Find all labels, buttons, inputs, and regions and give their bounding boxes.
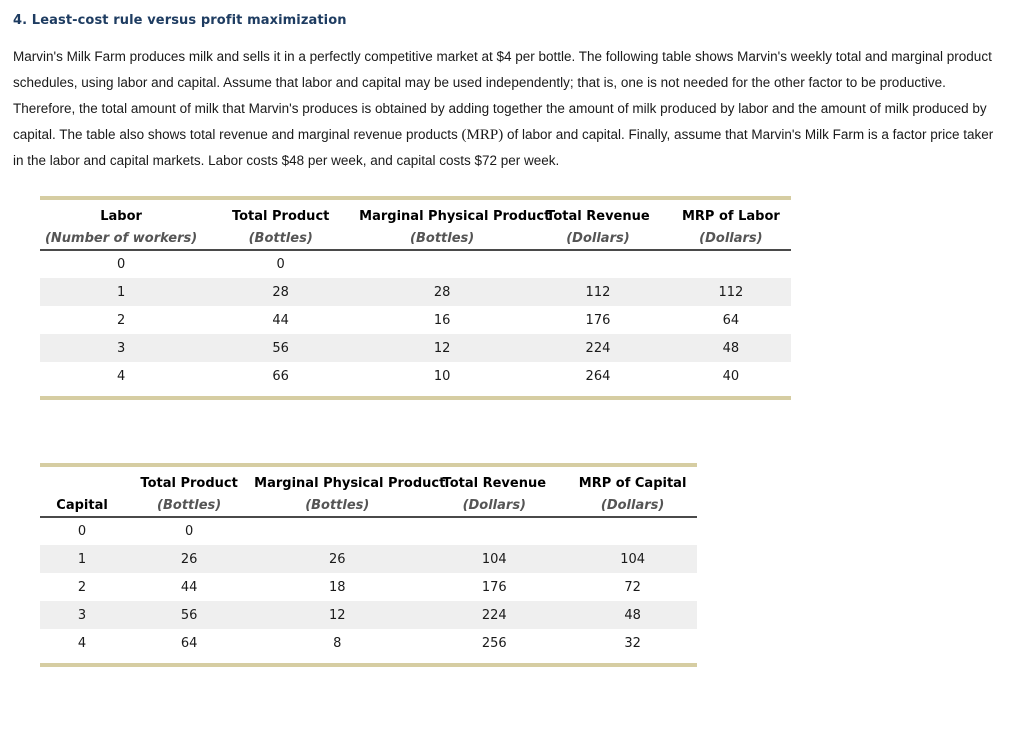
table-cell: 12	[329, 607, 346, 623]
intro-paragraph: Marvin's Milk Farm produces milk and sel…	[13, 44, 1005, 174]
table-cell: 4	[116, 368, 126, 384]
table-cell	[420, 517, 568, 545]
table-cell: 26	[329, 551, 346, 567]
table-cell	[359, 250, 525, 278]
table-cell: 10	[433, 368, 451, 384]
labor-table-grid: Labor (Number of workers) Total Product …	[40, 200, 791, 390]
table-cell: 3	[116, 340, 126, 356]
table-cell: 2	[116, 312, 126, 328]
table-cell: 176	[585, 312, 611, 328]
table-cell: 48	[722, 340, 740, 356]
table-cell: 48	[624, 607, 641, 623]
table-row: 4 66 10 264 40	[40, 362, 791, 390]
table-cell: 0	[116, 257, 126, 272]
table-cell: 1	[116, 284, 126, 300]
intro-text-before-mrp: Marvin's Milk Farm produces milk and sel…	[13, 49, 992, 142]
table-cell: 176	[481, 579, 507, 595]
table-row: 3 56 12 224 48	[40, 601, 697, 629]
table-cell: 0	[184, 524, 194, 539]
table-cell: 224	[585, 340, 611, 356]
table-header-row: Labor (Number of workers) Total Product …	[40, 200, 791, 251]
labor-table: Labor (Number of workers) Total Product …	[40, 196, 791, 400]
table-cell: 56	[272, 340, 289, 356]
table-cell: 224	[481, 607, 507, 623]
col-header-marginal-physical-product: Marginal Physical Product (Bottles)	[359, 200, 550, 251]
table-cell: 44	[180, 579, 198, 595]
page-title: 4. Least-cost rule versus profit maximiz…	[13, 13, 347, 28]
table-cell: 112	[718, 284, 744, 300]
table-cell: 4	[77, 635, 87, 651]
table-cell	[568, 517, 697, 545]
table-cell: 44	[272, 312, 289, 328]
col-header-total-product: Total Product (Bottles)	[124, 467, 255, 518]
table-row: 1 26 26 104 104	[40, 545, 697, 573]
col-header-labor: Labor (Number of workers)	[40, 200, 203, 251]
col-header-mrp-of-capital: MRP of Capital (Dollars)	[568, 467, 697, 518]
table-row: 0 0	[40, 517, 697, 545]
table-cell: 264	[585, 368, 611, 384]
table-cell	[525, 250, 671, 278]
table-row: 3 56 12 224 48	[40, 334, 791, 362]
col-header-capital: Capital	[40, 467, 125, 518]
table-cell: 8	[333, 635, 342, 651]
table-cell: 66	[272, 368, 289, 384]
table-cell: 256	[481, 635, 507, 651]
col-header-mrp-of-labor: MRP of Labor (Dollars)	[670, 200, 791, 251]
capital-table-grid: Capital Total Product (Bottles) Marginal…	[40, 467, 697, 657]
table-cell: 16	[433, 312, 451, 328]
table-cell: 12	[433, 340, 451, 356]
col-header-total-revenue: Total Revenue (Dollars)	[525, 200, 671, 251]
table-cell: 26	[180, 551, 198, 567]
table-row: 1 28 28 112 112	[40, 278, 791, 306]
table-cell	[671, 250, 791, 278]
table-cell: 1	[77, 551, 87, 567]
problem-page: 4. Least-cost rule versus profit maximiz…	[13, 13, 1005, 667]
table-cell: 2	[77, 579, 87, 595]
table-cell: 64	[180, 635, 198, 651]
table-cell: 28	[433, 284, 451, 300]
table-cell: 104	[481, 551, 507, 567]
table-cell: 18	[329, 579, 346, 595]
capital-table: Capital Total Product (Bottles) Marginal…	[40, 463, 697, 667]
table-row: 2 44 18 176 72	[40, 573, 697, 601]
intro-text-after-mrp: of labor and capital. Finally, assume th…	[13, 127, 994, 168]
table-row: 0 0	[40, 250, 791, 278]
table-cell: 28	[272, 284, 289, 300]
table-cell: 40	[722, 368, 740, 384]
table-cell: 3	[77, 607, 87, 623]
table-cell: 56	[180, 607, 198, 623]
col-header-marginal-physical-product: Marginal Physical Product (Bottles)	[254, 467, 445, 518]
table-row: 2 44 16 176 64	[40, 306, 791, 334]
table-cell: 0	[276, 257, 285, 272]
col-header-total-revenue: Total Revenue (Dollars)	[420, 467, 569, 518]
col-header-total-product: Total Product (Bottles)	[202, 200, 360, 251]
table-cell: 112	[585, 284, 611, 300]
table-cell: 32	[624, 635, 641, 651]
table-cell: 104	[620, 551, 646, 567]
table-header-row: Capital Total Product (Bottles) Marginal…	[40, 467, 697, 518]
table-row: 4 64 8 256 32	[40, 629, 697, 657]
mrp-abbreviation: (MRP)	[461, 127, 504, 143]
table-cell: 72	[624, 579, 641, 595]
table-cell: 0	[77, 524, 87, 539]
table-cell	[254, 517, 420, 545]
table-cell: 64	[722, 312, 740, 328]
